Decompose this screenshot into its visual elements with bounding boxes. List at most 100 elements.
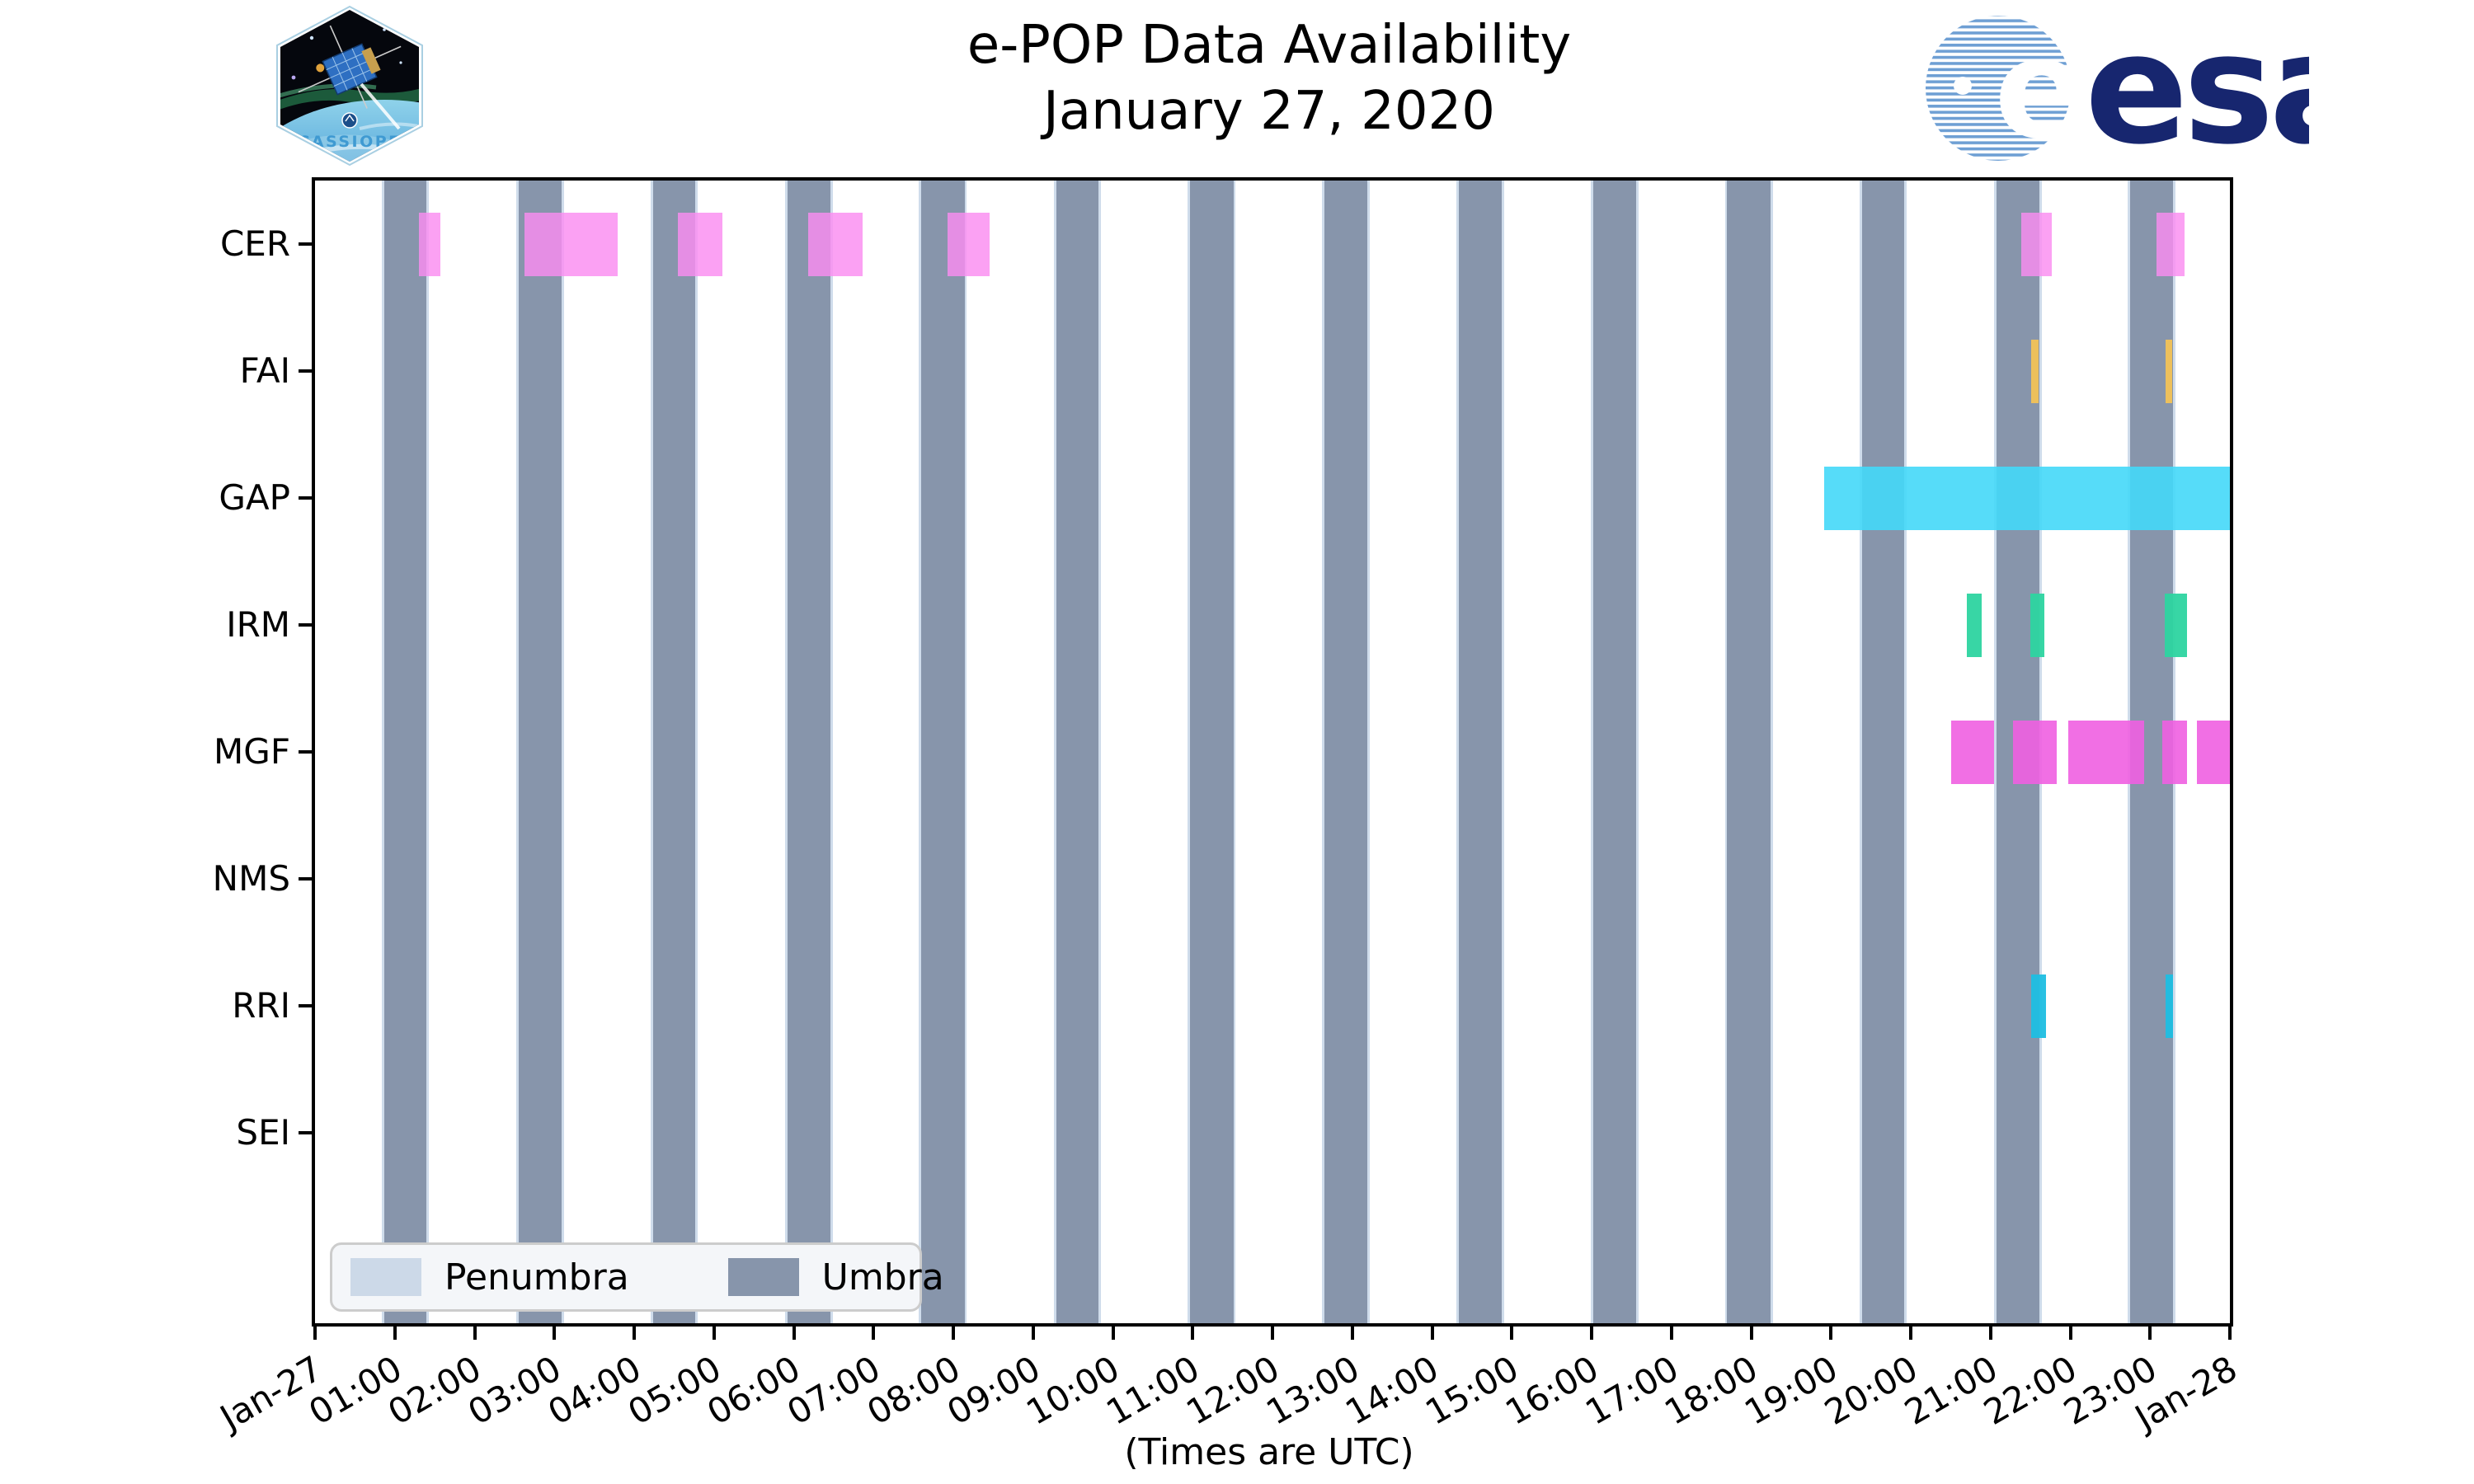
umbra-bar bbox=[518, 181, 562, 1323]
rri-availability-bar bbox=[2031, 974, 2047, 1038]
irm-availability-bar bbox=[1966, 593, 1982, 657]
y-tick bbox=[299, 242, 312, 246]
x-axis-note: (Times are UTC) bbox=[1124, 1431, 1414, 1473]
x-tick bbox=[712, 1327, 716, 1340]
legend-item-umbra: Umbra bbox=[629, 1256, 944, 1298]
chart-title: e-POP Data Availability bbox=[967, 15, 1572, 76]
umbra-legend-label: Umbra bbox=[821, 1256, 944, 1298]
penumbra-strip bbox=[515, 181, 519, 1323]
y-axis-label-fai: FAI bbox=[239, 350, 290, 391]
mgf-availability-bar bbox=[2161, 720, 2187, 784]
y-tick bbox=[299, 1131, 312, 1134]
penumbra-strip bbox=[1233, 181, 1236, 1323]
cer-availability-bar bbox=[2156, 212, 2185, 276]
x-tick bbox=[1271, 1327, 1274, 1340]
y-tick bbox=[299, 369, 312, 373]
cer-availability-bar bbox=[524, 212, 618, 276]
umbra-bar bbox=[1056, 181, 1099, 1323]
penumbra-legend-label: Penumbra bbox=[444, 1256, 629, 1298]
umbra-bar bbox=[921, 181, 965, 1323]
x-tick-label: 12:00 bbox=[1179, 1348, 1286, 1433]
penumbra-strip bbox=[1636, 181, 1639, 1323]
y-axis-label-sei: SEI bbox=[236, 1112, 290, 1153]
penumbra-strip bbox=[1188, 181, 1191, 1323]
cer-availability-bar bbox=[2020, 212, 2053, 276]
legend: Penumbra Umbra bbox=[330, 1242, 944, 1312]
irm-availability-bar bbox=[2164, 593, 2187, 657]
penumbra-strip bbox=[382, 181, 385, 1323]
penumbra-strip bbox=[830, 181, 833, 1323]
mgf-availability-bar bbox=[1951, 720, 1994, 784]
y-tick bbox=[299, 1004, 312, 1007]
y-axis-label-rri: RRI bbox=[232, 985, 290, 1026]
cer-availability-bar bbox=[418, 212, 440, 276]
legend-item-penumbra: Penumbra bbox=[332, 1256, 629, 1298]
x-tick bbox=[2228, 1327, 2232, 1340]
x-tick bbox=[1111, 1327, 1115, 1340]
penumbra-strip bbox=[919, 181, 922, 1323]
x-tick-label: 08:00 bbox=[860, 1348, 967, 1433]
x-tick bbox=[553, 1327, 557, 1340]
fai-availability-bar bbox=[2031, 339, 2039, 403]
y-axis-label-nms: NMS bbox=[212, 858, 290, 899]
x-tick bbox=[2068, 1327, 2072, 1340]
penumbra-strip bbox=[1098, 181, 1101, 1323]
x-tick bbox=[1590, 1327, 1593, 1340]
cassiope-patch-graphic: CASSIOPE bbox=[276, 5, 423, 167]
x-tick bbox=[1350, 1327, 1354, 1340]
y-tick bbox=[299, 496, 312, 500]
x-tick bbox=[1510, 1327, 1514, 1340]
gap-availability-bar bbox=[1823, 466, 2230, 530]
y-axis-label-irm: IRM bbox=[226, 604, 290, 645]
penumbra-strip bbox=[1321, 181, 1324, 1323]
y-axis-label-gap: GAP bbox=[219, 477, 290, 518]
y-axis-label-cer: CER bbox=[219, 223, 290, 264]
umbra-bar bbox=[1727, 181, 1771, 1323]
x-tick bbox=[1749, 1327, 1753, 1340]
penumbra-strip bbox=[561, 181, 564, 1323]
mgf-availability-bar bbox=[2197, 720, 2230, 784]
penumbra-strip bbox=[1367, 181, 1371, 1323]
x-tick bbox=[313, 1327, 317, 1340]
x-tick-label: 16:00 bbox=[1498, 1348, 1606, 1433]
cer-availability-bar bbox=[678, 212, 723, 276]
penumbra-strip bbox=[651, 181, 654, 1323]
x-tick-label: 20:00 bbox=[1818, 1348, 1925, 1433]
penumbra-strip bbox=[1993, 181, 1997, 1323]
y-tick bbox=[299, 877, 312, 881]
x-tick bbox=[792, 1327, 796, 1340]
penumbra-strip bbox=[1456, 181, 1460, 1323]
cer-availability-bar bbox=[948, 212, 990, 276]
x-tick bbox=[2148, 1327, 2152, 1340]
penumbra-strip bbox=[964, 181, 967, 1323]
umbra-bar bbox=[653, 181, 696, 1323]
penumbra-strip bbox=[784, 181, 788, 1323]
penumbra-strip bbox=[426, 181, 430, 1323]
umbra-bar bbox=[1324, 181, 1368, 1323]
y-axis-label-mgf: MGF bbox=[214, 731, 290, 772]
penumbra-strip bbox=[1724, 181, 1728, 1323]
rri-availability-bar bbox=[2165, 974, 2174, 1038]
umbra-bar bbox=[1459, 181, 1502, 1323]
y-tick bbox=[299, 750, 312, 754]
umbra-bar bbox=[787, 181, 830, 1323]
x-tick bbox=[1191, 1327, 1195, 1340]
mgf-availability-bar bbox=[2012, 720, 2058, 784]
chart-subtitle-date: January 27, 2020 bbox=[1043, 81, 1495, 142]
esa-globe-e: e bbox=[1994, 12, 2088, 168]
penumbra-strip bbox=[1053, 181, 1056, 1323]
x-tick bbox=[1669, 1327, 1673, 1340]
x-tick bbox=[1909, 1327, 1912, 1340]
penumbra-strip bbox=[1591, 181, 1593, 1323]
y-tick bbox=[299, 623, 312, 627]
x-tick bbox=[393, 1327, 397, 1340]
x-tick bbox=[1430, 1327, 1434, 1340]
mgf-availability-bar bbox=[2067, 720, 2145, 784]
plot-area: Penumbra Umbra bbox=[312, 177, 2233, 1327]
umbra-bar bbox=[1592, 181, 1637, 1323]
umbra-bar bbox=[1861, 181, 1905, 1323]
cassiope-mission-patch: CASSIOPE bbox=[261, 5, 439, 170]
x-tick bbox=[872, 1327, 876, 1340]
x-tick bbox=[952, 1327, 955, 1340]
